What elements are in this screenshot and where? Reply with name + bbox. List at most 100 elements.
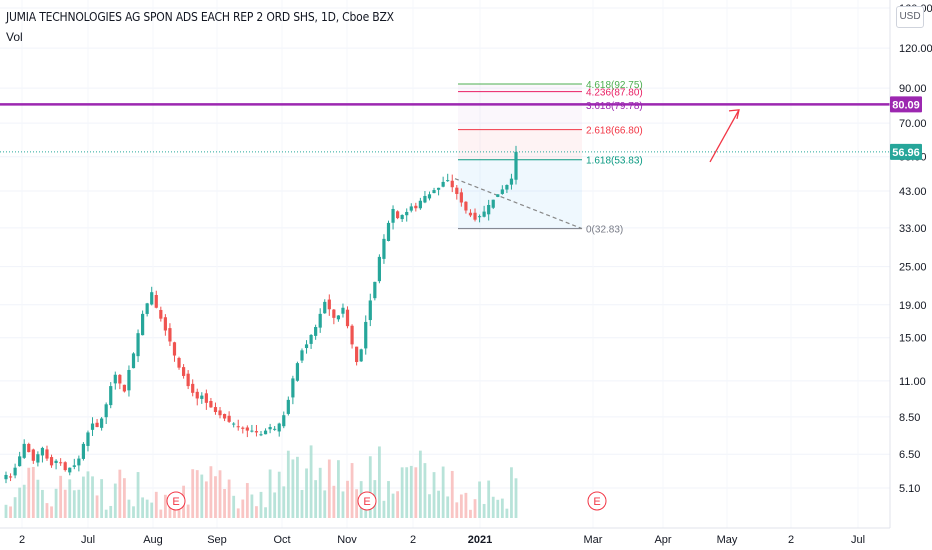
candle-body — [350, 325, 354, 345]
candle-body — [254, 431, 259, 433]
volume-bar — [368, 456, 372, 518]
price-label: 80.09 — [892, 99, 920, 111]
volume-bar — [27, 467, 31, 518]
time-tick-label: 2 — [788, 534, 794, 546]
volume-bar — [236, 508, 240, 518]
volume-bar — [346, 480, 349, 518]
candle-body — [477, 216, 482, 218]
candle-body — [172, 342, 177, 356]
price-label-bg — [890, 143, 922, 160]
candle-body — [8, 476, 13, 478]
time-tick-label: Aug — [143, 534, 163, 546]
candle-body — [177, 357, 181, 368]
earnings-label: E — [593, 496, 600, 508]
candle-body — [181, 367, 186, 376]
candle-body — [218, 410, 222, 416]
candle-body — [27, 443, 31, 453]
time-axis[interactable]: 2 Jul Aug Sep Oct Nov 2 2021 Mar Apr May 2 Jul — [0, 527, 932, 550]
volume-bar — [63, 489, 67, 518]
volume-bar — [350, 463, 354, 518]
volume-bar — [109, 505, 113, 518]
candle-body — [355, 346, 359, 363]
volume-bar — [437, 490, 440, 518]
volume-bar — [473, 499, 477, 518]
volume-bar — [227, 479, 231, 518]
volume-bar — [241, 499, 245, 518]
volume-bar — [223, 488, 226, 518]
volume-bar — [245, 483, 249, 518]
price-axis-bg — [890, 0, 932, 550]
candle-body — [100, 418, 104, 428]
volume-bar — [396, 491, 400, 518]
volume-bar — [500, 498, 504, 518]
time-tick-label: Nov — [337, 534, 357, 546]
candle-body — [81, 443, 86, 459]
volume-bar — [91, 476, 94, 518]
candle-body — [487, 204, 491, 215]
volume-bar — [218, 470, 222, 518]
volume-bar — [22, 484, 26, 518]
candle-body — [131, 353, 136, 369]
price-tick-label: 19.00 — [899, 300, 927, 312]
volume-bar — [214, 476, 217, 518]
candle-body — [127, 369, 131, 391]
candle-body — [141, 313, 145, 336]
price-label-bg — [890, 96, 922, 113]
candle-body — [396, 211, 400, 219]
fib-level-label: 4.236(87.80) — [586, 88, 643, 99]
volume-bar — [505, 508, 509, 518]
candle-body — [77, 458, 81, 466]
price-tick-label: 11.00 — [899, 376, 926, 388]
price-tick-label: 8.50 — [899, 412, 920, 424]
time-tick-label: Jul — [81, 534, 95, 546]
candle-body — [277, 423, 281, 432]
volume-bar — [100, 479, 104, 518]
volume-bar — [31, 466, 35, 518]
volume-bar — [355, 489, 359, 518]
time-tick-label: Jul — [851, 534, 865, 546]
volume-bar — [318, 467, 322, 518]
fib-level-label: 0(32.83) — [586, 225, 623, 236]
candle-body — [22, 443, 26, 458]
candle-body — [341, 307, 345, 314]
volume-bar — [305, 468, 308, 518]
volume-bar — [482, 503, 486, 518]
currency-badge[interactable]: USD — [896, 6, 924, 28]
candle-body — [473, 212, 477, 220]
time-tick-label: Oct — [273, 534, 290, 546]
time-tick-label: 2021 — [468, 534, 492, 546]
target-arrow-shaft — [709, 109, 740, 163]
volume-bar — [409, 465, 413, 518]
candle-body — [295, 363, 300, 381]
volume-bar — [36, 479, 40, 518]
target-arrow-head — [728, 109, 740, 120]
price-axis[interactable]: 160.00120.0090.0070.0055.0043.0033.0025.… — [889, 0, 932, 550]
candle-body — [159, 309, 163, 319]
volume-bar — [428, 494, 431, 518]
candle-body — [263, 430, 268, 435]
volume-bar — [496, 499, 500, 518]
candle-body — [59, 462, 63, 464]
candle-body — [318, 313, 322, 328]
candle-body — [273, 428, 277, 430]
price-tick-label: 25.00 — [899, 262, 927, 274]
grid — [0, 7, 890, 489]
drawings[interactable] — [0, 103, 890, 163]
candle-body — [13, 467, 17, 476]
volume-bar — [400, 467, 404, 518]
volume-bar — [414, 467, 418, 518]
candle-body — [464, 201, 468, 211]
price-tick-label: 5.10 — [899, 483, 920, 495]
volume-bar — [405, 467, 409, 518]
volume-bar — [82, 476, 85, 518]
candle-body — [491, 199, 495, 208]
candle-body — [373, 281, 377, 299]
candle-body — [327, 299, 331, 310]
candle-body — [49, 457, 54, 466]
candle-body — [286, 399, 290, 414]
volume-bar — [9, 506, 12, 518]
volume-bar — [122, 478, 126, 518]
volume-bar — [113, 483, 117, 518]
